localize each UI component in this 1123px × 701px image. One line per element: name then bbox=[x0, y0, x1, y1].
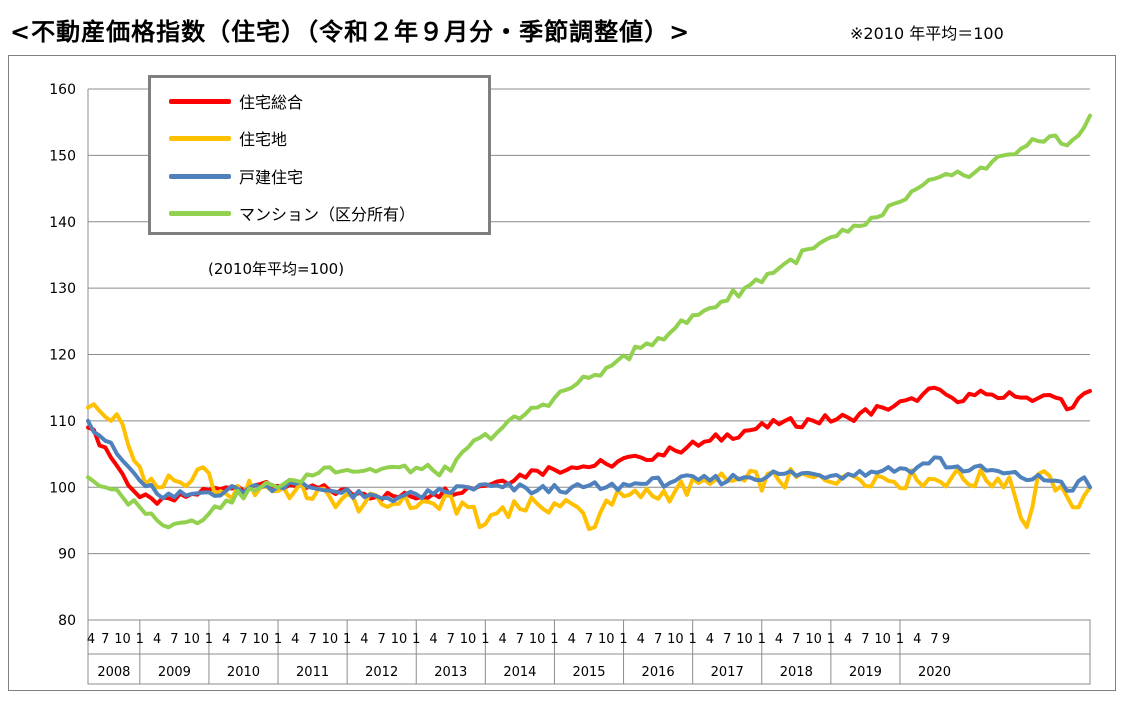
month-label: 7 bbox=[239, 632, 247, 647]
month-label: 10 bbox=[736, 632, 753, 647]
legend-item: マンション（区分所有） bbox=[169, 203, 416, 224]
month-label: 1 bbox=[689, 632, 697, 647]
month-label: 4 bbox=[568, 632, 576, 647]
month-label: 4 bbox=[913, 632, 921, 647]
year-label: 2015 bbox=[572, 665, 605, 680]
legend-label: 住宅地 bbox=[239, 130, 288, 149]
month-label: 4 bbox=[87, 632, 95, 647]
month-label: 4 bbox=[429, 632, 437, 647]
month-label: 1 bbox=[136, 632, 144, 647]
month-label: 7 bbox=[516, 632, 524, 647]
month-label: 4 bbox=[498, 632, 506, 647]
month-label: 1 bbox=[619, 632, 627, 647]
month-label: 7 bbox=[930, 632, 938, 647]
month-label: 1 bbox=[205, 632, 213, 647]
series-line bbox=[86, 113, 1092, 530]
y-tick-label: 140 bbox=[49, 215, 76, 231]
year-label: 2016 bbox=[642, 665, 675, 680]
month-label: 4 bbox=[153, 632, 161, 647]
month-label: 4 bbox=[775, 632, 783, 647]
month-label: 10 bbox=[874, 632, 891, 647]
month-label: 7 bbox=[308, 632, 316, 647]
base-note: (2010年平均=100) bbox=[208, 260, 345, 278]
legend-swatch bbox=[169, 98, 231, 104]
legend-item: 住宅総合 bbox=[169, 91, 304, 112]
y-tick-label: 90 bbox=[58, 547, 76, 563]
month-label: 10 bbox=[598, 632, 615, 647]
month-label: 10 bbox=[529, 632, 546, 647]
month-label: 10 bbox=[183, 632, 200, 647]
month-label: 1 bbox=[896, 632, 904, 647]
month-label: 7 bbox=[861, 632, 869, 647]
month-label: 1 bbox=[274, 632, 282, 647]
chart-frame bbox=[8, 55, 1116, 691]
month-label: 10 bbox=[322, 632, 339, 647]
year-label: 2011 bbox=[296, 665, 329, 680]
y-tick-label: 120 bbox=[49, 348, 76, 364]
year-label: 2012 bbox=[365, 665, 398, 680]
legend-label: 戸建住宅 bbox=[239, 168, 304, 187]
month-label: 4 bbox=[706, 632, 714, 647]
legend-swatch bbox=[169, 210, 231, 216]
year-label: 2018 bbox=[780, 665, 813, 680]
legend-label: 住宅総合 bbox=[239, 93, 304, 112]
y-tick-label: 80 bbox=[58, 613, 76, 629]
legend-label: マンション（区分所有） bbox=[239, 205, 416, 224]
month-label: 1 bbox=[758, 632, 766, 647]
month-label: 7 bbox=[447, 632, 455, 647]
year-label: 2010 bbox=[227, 665, 260, 680]
y-axis: 80 90 100 110 120 130 140 150 160 bbox=[49, 82, 89, 629]
y-tick-label: 130 bbox=[49, 281, 76, 297]
month-label: 10 bbox=[667, 632, 684, 647]
y-tick-label: 100 bbox=[49, 480, 76, 496]
year-label: 2008 bbox=[97, 665, 130, 680]
month-label: 10 bbox=[460, 632, 477, 647]
month-label: 7 bbox=[101, 632, 109, 647]
month-label: 4 bbox=[360, 632, 368, 647]
chart-title: <不動産価格指数（住宅）（令和２年９月分・季節調整値）> bbox=[10, 18, 691, 46]
month-label: 1 bbox=[550, 632, 558, 647]
month-label: 1 bbox=[481, 632, 489, 647]
month-label: 10 bbox=[805, 632, 822, 647]
x-axis-box bbox=[87, 619, 1091, 685]
year-label: 2017 bbox=[711, 665, 744, 680]
y-tick-label: 110 bbox=[49, 414, 76, 430]
month-label: 4 bbox=[844, 632, 852, 647]
series-line bbox=[86, 418, 1092, 504]
year-label: 2009 bbox=[158, 665, 191, 680]
legend-swatch bbox=[169, 173, 231, 179]
year-label: 2019 bbox=[849, 665, 882, 680]
year-label: 2014 bbox=[503, 665, 536, 680]
year-label: 2020 bbox=[918, 665, 951, 680]
y-tick-label: 160 bbox=[49, 82, 76, 98]
base-year-note: ※2010 年平均＝100 bbox=[850, 24, 1004, 43]
month-label: 10 bbox=[391, 632, 408, 647]
series-line bbox=[86, 402, 1092, 532]
legend-item: 住宅地 bbox=[169, 128, 288, 149]
month-label: 4 bbox=[222, 632, 230, 647]
month-label: 7 bbox=[654, 632, 662, 647]
month-label: 9 bbox=[942, 632, 950, 647]
month-label: 10 bbox=[252, 632, 269, 647]
month-label: 7 bbox=[723, 632, 731, 647]
month-label: 7 bbox=[378, 632, 386, 647]
y-tick-label: 150 bbox=[49, 148, 76, 164]
month-label: 7 bbox=[170, 632, 178, 647]
month-label: 1 bbox=[343, 632, 351, 647]
month-label: 4 bbox=[291, 632, 299, 647]
year-label: 2013 bbox=[434, 665, 467, 680]
month-label: 1 bbox=[412, 632, 420, 647]
month-label: 4 bbox=[637, 632, 645, 647]
legend: 住宅総合 住宅地 戸建住宅 マンション（区分所有） bbox=[148, 75, 491, 235]
legend-item: 戸建住宅 bbox=[169, 166, 304, 187]
month-label: 7 bbox=[792, 632, 800, 647]
month-label: 7 bbox=[585, 632, 593, 647]
series-lines bbox=[86, 113, 1092, 532]
month-label: 1 bbox=[827, 632, 835, 647]
legend-swatch bbox=[169, 135, 231, 141]
month-label: 10 bbox=[114, 632, 131, 647]
